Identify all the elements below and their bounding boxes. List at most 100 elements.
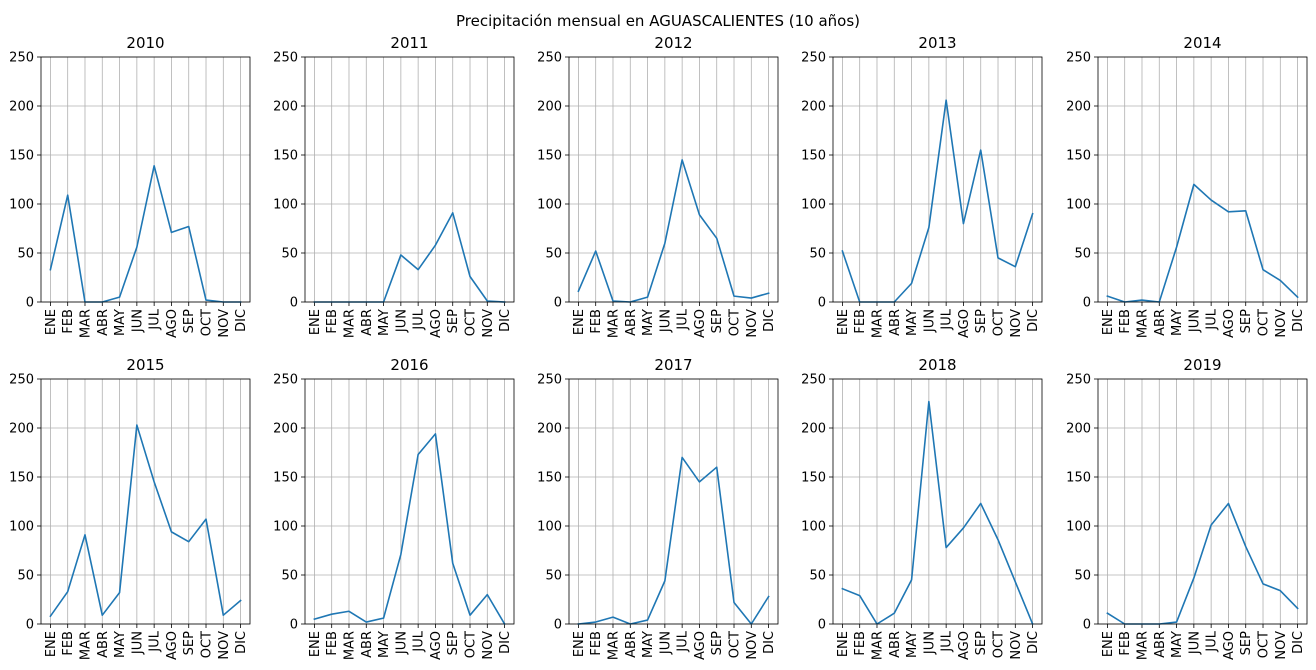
panel-title: 2019	[1183, 356, 1221, 374]
x-tick-label: DIC	[1291, 631, 1306, 654]
y-tick-label: 150	[801, 149, 826, 164]
panel-2013: 2013 0 50 100 150 200 250 ENE FEB MAR ABR MAY JUN JUL…	[801, 34, 1043, 338]
y-tick-label: 0	[290, 618, 298, 633]
y-tick-label: 250	[801, 373, 826, 388]
y-tick-label: 0	[26, 618, 34, 633]
y-tick-label: 250	[537, 51, 562, 66]
x-tick-label: FEB	[1118, 631, 1133, 656]
x-tick-label: MAY	[905, 309, 920, 336]
x-tick-label: MAR	[78, 631, 93, 660]
x-tick-label: JUL	[676, 630, 691, 652]
series-line-2013	[841, 99, 1034, 303]
x-tick-label: ABR	[624, 309, 639, 336]
y-tick-label: 50	[1074, 247, 1091, 262]
x-tick-label: FEB	[61, 631, 76, 656]
y-tick-label: 100	[273, 520, 298, 535]
y-tick-label: 150	[9, 471, 34, 486]
x-tick-label: SEP	[446, 631, 461, 655]
x-tick-label: JUL	[676, 308, 691, 330]
x-tick-label: ENE	[572, 309, 587, 335]
x-tick-label: ABR	[360, 631, 375, 658]
panel-2019: 2019 0 50 100 150 200 250 ENE FEB MAR ABR MAY JUN JUL…	[1066, 356, 1308, 660]
y-tick-label: 50	[545, 569, 562, 584]
y-tick-label: 100	[1066, 520, 1091, 535]
x-tick-label: OCT	[464, 631, 479, 658]
panel-title: 2014	[1183, 34, 1221, 52]
x-tick-label: MAR	[1135, 631, 1150, 660]
x-tick-label: AGO	[957, 309, 972, 338]
y-tick-label: 200	[801, 100, 826, 115]
y-tick-label: 100	[273, 198, 298, 213]
x-tick-label: FEB	[1118, 309, 1133, 334]
x-tick-label: FEB	[325, 309, 340, 334]
x-tick-label: FEB	[61, 309, 76, 334]
x-tick-label: ENE	[308, 309, 323, 335]
x-tick-label: ENE	[308, 631, 323, 657]
series-line-2015	[49, 424, 242, 618]
y-tick-label: 100	[801, 520, 826, 535]
axes-frame	[832, 56, 1043, 303]
series-line-2011	[313, 212, 506, 303]
y-tick-label: 0	[1083, 296, 1091, 311]
y-tick-label: 100	[9, 520, 34, 535]
x-tick-label: JUL	[1205, 630, 1220, 652]
panel-2014: 2014 0 50 100 150 200 250 ENE FEB MAR ABR MAY JUN JUL…	[1066, 34, 1308, 338]
y-tick-label: 200	[9, 422, 34, 437]
x-tick-label: MAR	[342, 309, 357, 338]
x-tick-label: NOV	[481, 631, 496, 660]
panel-2018: 2018 0 50 100 150 200 250 ENE FEB MAR ABR MAY JUN JUL…	[801, 356, 1043, 660]
axes-frame	[304, 378, 515, 625]
panel-2017: 2017 0 50 100 150 200 250 ENE FEB MAR ABR MAY JUN JUL…	[537, 356, 779, 660]
x-tick-label: FEB	[853, 309, 868, 334]
x-tick-label: ENE	[1101, 309, 1116, 335]
y-tick-label: 50	[1074, 569, 1091, 584]
x-tick-label: ABR	[1153, 309, 1168, 336]
x-tick-label: JUN	[922, 309, 937, 333]
x-tick-label: JUN	[394, 309, 409, 333]
x-tick-label: AGO	[429, 631, 444, 660]
x-tick-label: NOV	[1274, 631, 1289, 660]
x-tick-label: AGO	[1222, 309, 1237, 338]
x-tick-label: JUN	[394, 631, 409, 655]
x-tick-label: MAY	[113, 631, 128, 658]
x-tick-label: DIC	[1026, 309, 1041, 332]
y-tick-label: 150	[801, 471, 826, 486]
y-tick-label: 50	[809, 247, 826, 262]
x-tick-label: ENE	[1101, 631, 1116, 657]
x-tick-label: NOV	[1009, 631, 1024, 660]
x-tick-label: ENE	[572, 631, 587, 657]
x-tick-label: AGO	[1222, 631, 1237, 660]
x-tick-label: MAY	[905, 631, 920, 658]
x-tick-label: ABR	[96, 309, 111, 336]
x-tick-label: OCT	[992, 631, 1007, 658]
panel-2016: 2016 0 50 100 150 200 250 ENE FEB MAR ABR MAY JUN JUL…	[273, 356, 515, 660]
x-tick-label: MAR	[870, 309, 885, 338]
x-tick-label: JUN	[1187, 631, 1202, 655]
x-tick-label: MAY	[377, 309, 392, 336]
x-tick-label: JUN	[658, 309, 673, 333]
x-tick-label: JUN	[922, 631, 937, 655]
y-tick-label: 50	[17, 569, 34, 584]
x-tick-label: FEB	[325, 631, 340, 656]
x-tick-label: SEP	[182, 631, 197, 655]
x-tick-label: AGO	[165, 631, 180, 660]
x-tick-label: SEP	[446, 309, 461, 333]
x-tick-label: AGO	[693, 631, 708, 660]
x-tick-label: NOV	[481, 309, 496, 338]
y-tick-label: 200	[1066, 100, 1091, 115]
axes-frame	[568, 378, 779, 625]
x-tick-label: NOV	[1009, 309, 1024, 338]
panel-title: 2018	[918, 356, 956, 374]
x-tick-label: ENE	[836, 309, 851, 335]
x-tick-label: JUN	[1187, 309, 1202, 333]
panel-title: 2010	[126, 34, 164, 52]
y-tick-label: 100	[537, 520, 562, 535]
y-tick-label: 50	[281, 247, 298, 262]
x-tick-label: JUL	[1205, 308, 1220, 330]
x-tick-label: MAY	[113, 309, 128, 336]
axes-frame	[1097, 378, 1308, 625]
x-tick-label: ABR	[888, 309, 903, 336]
x-tick-label: OCT	[200, 309, 215, 336]
x-tick-label: ABR	[360, 309, 375, 336]
